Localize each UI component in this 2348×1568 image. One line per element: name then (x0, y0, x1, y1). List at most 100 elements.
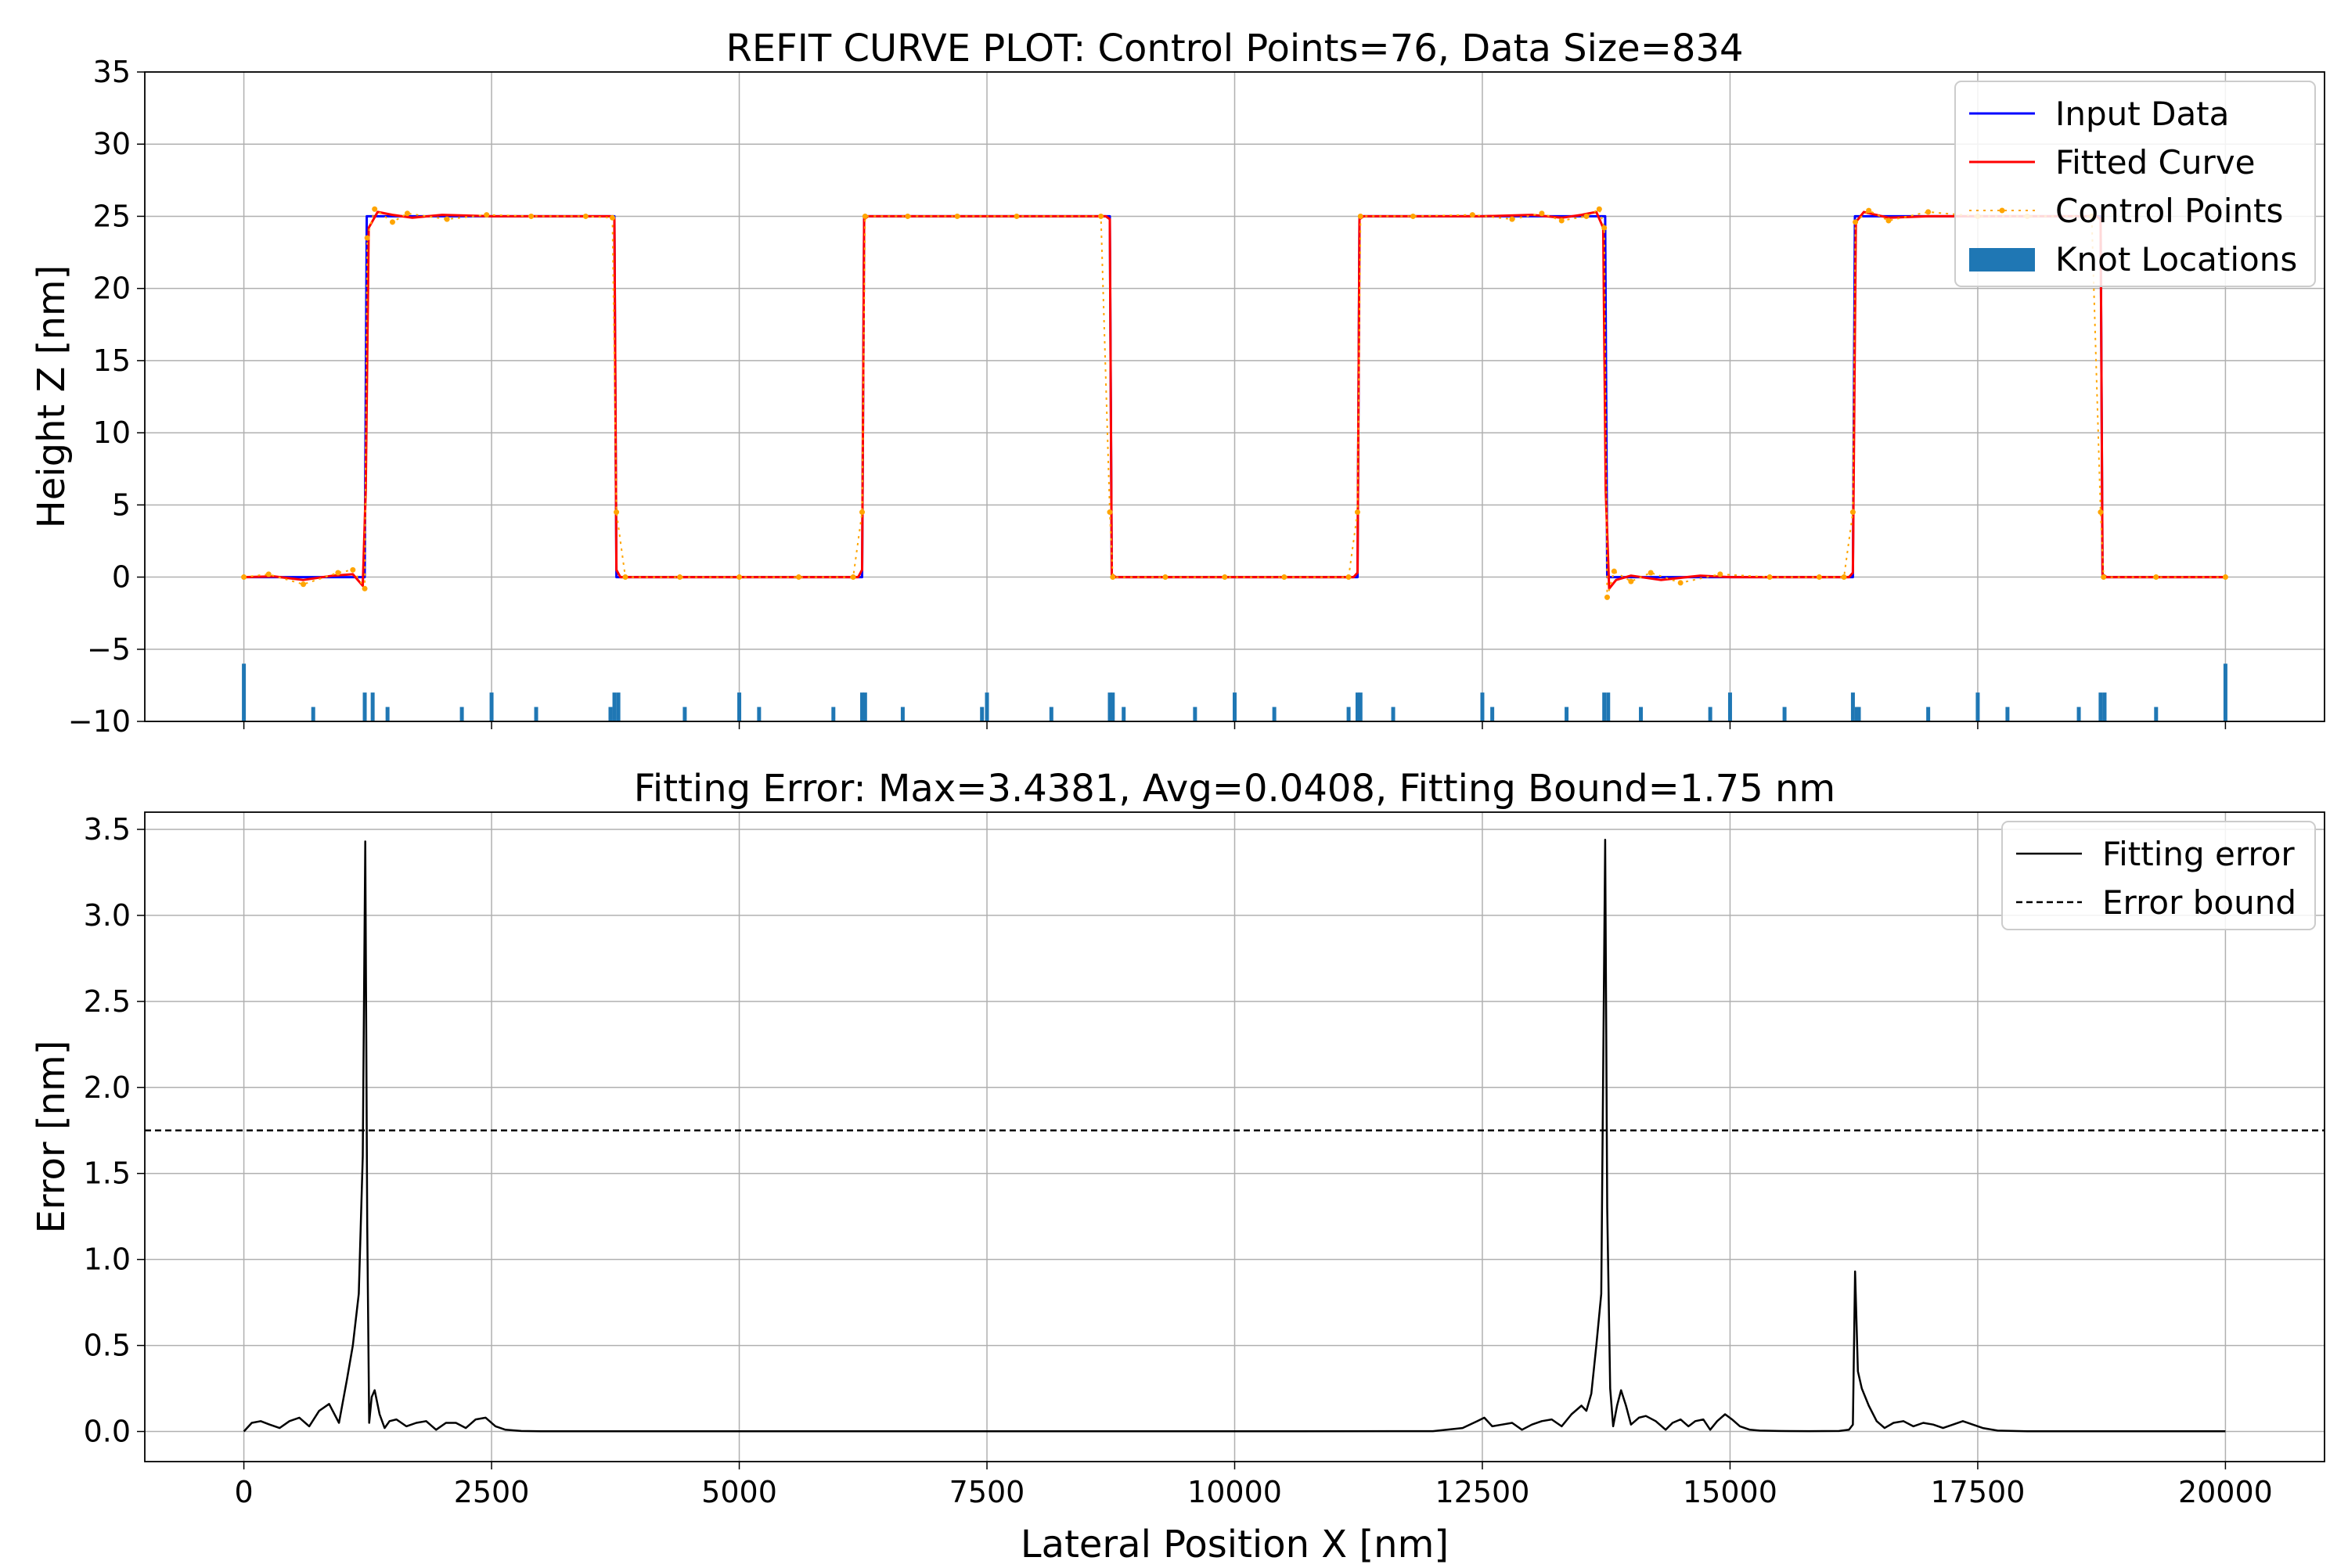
knot-bar (1606, 692, 1611, 721)
control-point-marker (1410, 213, 1416, 219)
control-point-marker (1469, 212, 1475, 218)
chart-title: Fitting Error: Max=3.4381, Avg=0.0408, F… (634, 767, 1835, 811)
control-point-marker (1611, 568, 1617, 574)
control-point-marker (335, 570, 341, 576)
y-tick-label: 15 (93, 343, 131, 378)
knot-bar (1490, 707, 1495, 721)
axes-frame (144, 71, 2325, 722)
x-tick-label: 7500 (949, 1475, 1025, 1509)
control-point-marker (1222, 574, 1228, 581)
control-point-marker (1014, 213, 1020, 219)
y-tick-label: −10 (68, 704, 131, 739)
knot-bar (860, 692, 865, 721)
control-point-marker (1604, 594, 1610, 600)
control-point-marker (1866, 207, 1872, 214)
knot-bar (1850, 692, 1855, 721)
control-point-marker (372, 206, 378, 212)
control-point-marker (1885, 218, 1892, 224)
control-point-marker (1717, 571, 1723, 577)
control-point-marker (1583, 213, 1590, 219)
control-point-marker (2101, 574, 2107, 581)
knot-bar (1107, 692, 1112, 721)
control-point-marker (364, 235, 370, 241)
y-tick-label: 30 (93, 127, 131, 161)
control-point-marker (862, 213, 868, 219)
y-tick-label: 0 (112, 560, 131, 595)
knot-bar (1355, 692, 1359, 721)
knot-bar (362, 692, 367, 721)
knot-bar (370, 692, 375, 721)
series-control-points (243, 208, 2226, 599)
control-point-marker (2098, 509, 2104, 516)
control-point-marker (850, 574, 856, 581)
knot-bar (1975, 692, 1980, 721)
control-point-marker (404, 210, 410, 217)
legend-label: Control Points (2055, 192, 2283, 230)
control-point-marker (1648, 570, 1654, 576)
control-point-marker (1766, 574, 1773, 581)
control-point-marker (444, 216, 450, 222)
knot-bar (616, 692, 621, 721)
y-tick-label: 1.5 (84, 1156, 131, 1191)
control-point-marker (2153, 574, 2159, 581)
control-point-marker (1539, 210, 1545, 217)
y-tick-label: −5 (87, 632, 131, 667)
control-point-marker (265, 571, 272, 577)
knot-bar (1856, 707, 1861, 721)
knot-bar (1708, 707, 1712, 721)
legend-label: Input Data (2055, 95, 2229, 133)
knot-bar (1272, 707, 1277, 721)
control-point-marker (241, 574, 247, 581)
knot-bar (1122, 707, 1126, 721)
knot-bar (385, 707, 390, 721)
knot-bar (311, 707, 315, 721)
knot-bar (1727, 692, 1732, 721)
control-point-marker (1357, 213, 1363, 219)
y-axis-title: Error [nm] (30, 1041, 74, 1234)
control-point-marker (677, 574, 683, 581)
knot-bar (1639, 707, 1644, 721)
control-point-marker (736, 574, 743, 581)
y-tick-label: 10 (93, 415, 131, 450)
control-point-marker (1853, 219, 1859, 225)
legend-label: Error bound (2102, 883, 2296, 922)
knot-bar (1854, 707, 1859, 721)
control-point-marker (1509, 216, 1515, 222)
control-point-marker (350, 566, 356, 573)
control-point-marker (1162, 574, 1169, 581)
control-point-marker (528, 213, 535, 219)
knot-bar (985, 692, 989, 721)
x-tick-label: 15000 (1683, 1475, 1777, 1509)
legend-box (1954, 81, 2316, 287)
control-point-marker (1098, 213, 1104, 219)
chart-title: REFIT CURVE PLOT: Control Points=76, Dat… (726, 27, 1743, 70)
x-tick-label: 17500 (1930, 1475, 2025, 1509)
x-tick-label: 5000 (701, 1475, 777, 1509)
knot-bar (737, 692, 742, 721)
control-point-marker (1110, 574, 1116, 581)
y-tick-label: 3.5 (84, 812, 131, 847)
control-point-marker (1601, 225, 1608, 231)
control-point-marker (622, 574, 628, 581)
knot-bar (489, 692, 494, 721)
control-point-marker (905, 213, 911, 219)
knot-bar (2005, 707, 2010, 721)
knot-bar (1049, 707, 1053, 721)
legend-swatch (1969, 248, 2035, 272)
y-tick-label: 2.0 (84, 1070, 131, 1105)
control-point-marker (362, 585, 368, 592)
knot-bar (682, 707, 687, 721)
knot-bar (2098, 692, 2103, 721)
knot-bar (1926, 707, 1931, 721)
knot-bar (980, 707, 985, 721)
control-point-marker (1677, 580, 1684, 586)
control-point-marker (1849, 509, 1856, 516)
knot-bar (1358, 692, 1363, 721)
knot-bar (1233, 692, 1237, 721)
knot-bar (2223, 664, 2227, 721)
control-point-marker (301, 581, 307, 588)
control-point-marker (1816, 574, 1822, 581)
control-point-marker (796, 574, 801, 581)
